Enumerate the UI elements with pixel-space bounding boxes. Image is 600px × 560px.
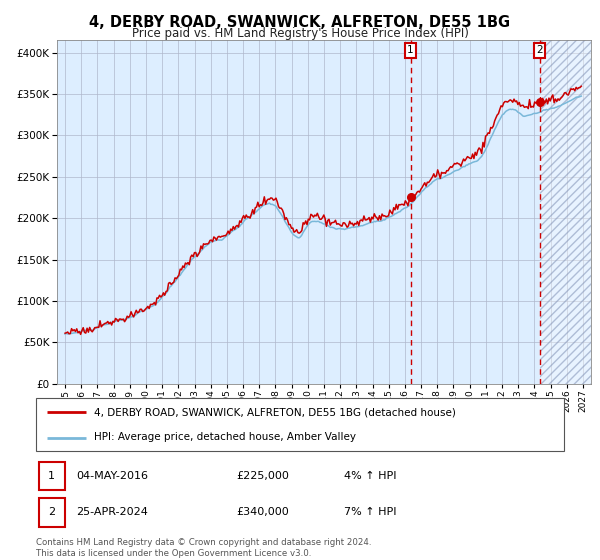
Text: £340,000: £340,000 — [236, 507, 289, 517]
Text: 25-APR-2024: 25-APR-2024 — [77, 507, 148, 517]
Text: 2: 2 — [536, 45, 543, 55]
Text: 4% ↑ HPI: 4% ↑ HPI — [344, 471, 396, 481]
Text: 4, DERBY ROAD, SWANWICK, ALFRETON, DE55 1BG (detached house): 4, DERBY ROAD, SWANWICK, ALFRETON, DE55 … — [94, 408, 456, 418]
Text: 1: 1 — [407, 45, 414, 55]
Text: 2: 2 — [48, 507, 55, 517]
Bar — [539, 40, 591, 384]
Text: 7% ↑ HPI: 7% ↑ HPI — [344, 507, 396, 517]
Text: 4, DERBY ROAD, SWANWICK, ALFRETON, DE55 1BG: 4, DERBY ROAD, SWANWICK, ALFRETON, DE55 … — [89, 15, 511, 30]
Text: Contains HM Land Registry data © Crown copyright and database right 2024.: Contains HM Land Registry data © Crown c… — [36, 538, 371, 547]
Text: This data is licensed under the Open Government Licence v3.0.: This data is licensed under the Open Gov… — [36, 549, 311, 558]
Text: 04-MAY-2016: 04-MAY-2016 — [77, 471, 149, 481]
Text: 1: 1 — [48, 471, 55, 481]
Text: £225,000: £225,000 — [236, 471, 289, 481]
Text: Price paid vs. HM Land Registry's House Price Index (HPI): Price paid vs. HM Land Registry's House … — [131, 27, 469, 40]
Bar — [539, 40, 591, 384]
Text: HPI: Average price, detached house, Amber Valley: HPI: Average price, detached house, Ambe… — [94, 432, 356, 442]
FancyBboxPatch shape — [39, 462, 65, 490]
FancyBboxPatch shape — [36, 398, 564, 451]
FancyBboxPatch shape — [39, 498, 65, 526]
